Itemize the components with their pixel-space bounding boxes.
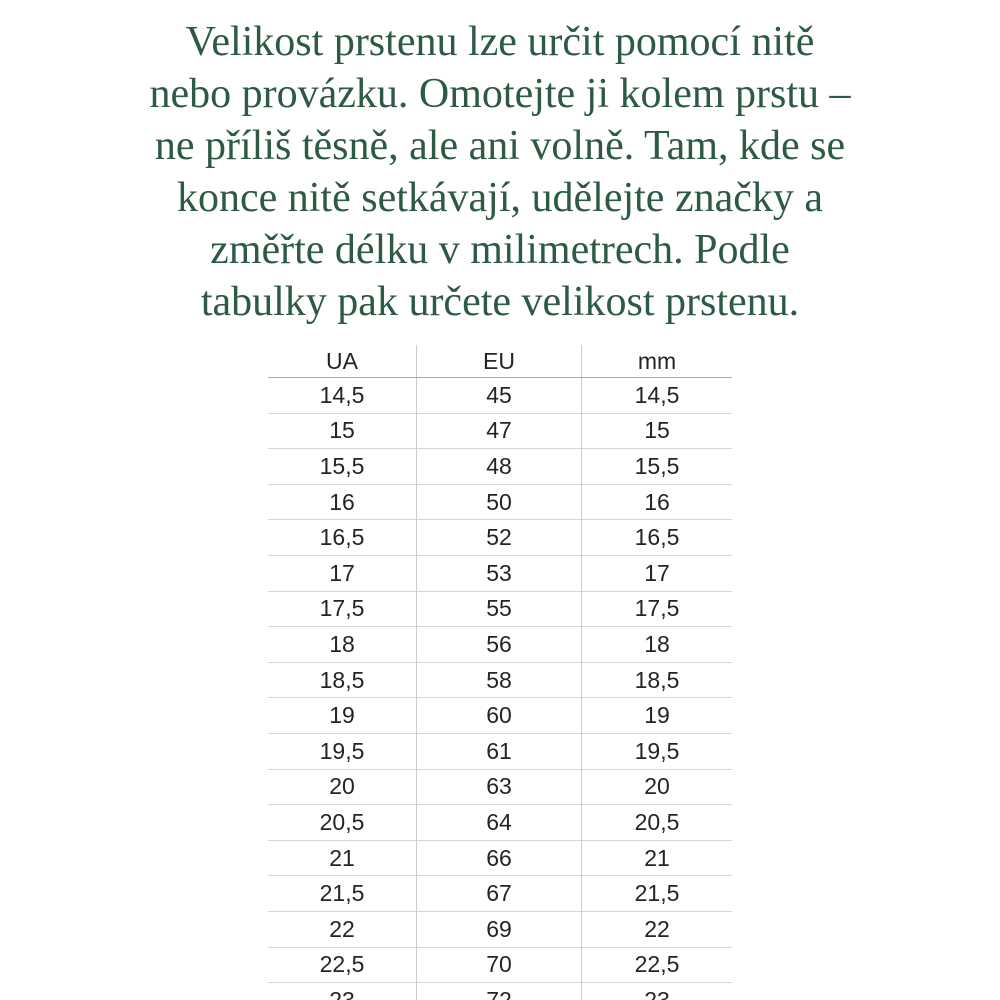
table-cell: 72 bbox=[416, 982, 582, 1000]
table-row: 15 47 15 bbox=[268, 412, 732, 449]
table-row: 17,5 55 17,5 bbox=[268, 590, 732, 627]
table-row: 18,5 58 18,5 bbox=[268, 661, 732, 698]
table-cell: 20 bbox=[581, 768, 732, 805]
table-cell: 18 bbox=[581, 626, 732, 663]
table-cell: 18,5 bbox=[581, 661, 732, 698]
table-cell: 45 bbox=[416, 377, 582, 414]
intro-line-4: konce nitě setkávají, udělejte značky a bbox=[176, 175, 824, 221]
table-cell: 21 bbox=[581, 839, 732, 876]
table-cell: 55 bbox=[416, 590, 582, 627]
column-header-eu: EU bbox=[416, 345, 582, 378]
intro-line-5: změřte délku v milimetrech. Podle bbox=[210, 227, 790, 273]
table-cell: 69 bbox=[416, 910, 582, 947]
table-cell: 21,5 bbox=[268, 875, 417, 912]
table-row: 20,5 64 20,5 bbox=[268, 804, 732, 841]
table-cell: 63 bbox=[416, 768, 582, 805]
table-cell: 19 bbox=[581, 697, 732, 734]
table-cell: 67 bbox=[416, 875, 582, 912]
table-cell: 16 bbox=[268, 483, 417, 520]
table-cell: 22,5 bbox=[581, 946, 732, 983]
table-cell: 20,5 bbox=[268, 804, 417, 841]
table-cell: 52 bbox=[416, 519, 582, 556]
table-cell: 18,5 bbox=[268, 661, 417, 698]
table-cell: 17 bbox=[581, 554, 732, 592]
table-cell: 21,5 bbox=[581, 875, 732, 912]
table-row: 17 53 17 bbox=[268, 554, 732, 592]
table-cell: 18 bbox=[268, 626, 417, 663]
table-cell: 20,5 bbox=[581, 804, 732, 841]
table-cell: 22,5 bbox=[268, 946, 417, 983]
intro-line-3: ne příliš těsně, ale ani volně. Tam, kde… bbox=[154, 123, 846, 169]
table-header-row: UA EU mm bbox=[268, 345, 732, 378]
table-cell: 17,5 bbox=[268, 590, 417, 627]
table-row: 18 56 18 bbox=[268, 626, 732, 663]
table-row: 23 72 23 bbox=[268, 982, 732, 1000]
table-cell: 14,5 bbox=[634, 381, 680, 408]
table-cell: 15,5 bbox=[581, 448, 732, 485]
table-cell: 16 bbox=[581, 483, 732, 520]
table-cell: 15,5 bbox=[268, 448, 417, 485]
table-cell: 47 bbox=[416, 412, 582, 449]
table-row: 20 63 20 bbox=[268, 768, 732, 805]
ring-size-table: UA EU mm 14,5 45 14,5 15 47 15 15,5 48 15,5 16 50 1… bbox=[268, 345, 732, 1000]
table-cell: 50 bbox=[416, 483, 582, 520]
table-body: 14,5 45 14,5 15 47 15 15,5 48 15,5 16 50 16 16,5 52 16… bbox=[268, 377, 732, 1000]
table-cell: 16,5 bbox=[268, 519, 417, 556]
table-cell: 21 bbox=[268, 839, 417, 876]
table-cell: 17,5 bbox=[581, 590, 732, 627]
table-cell: 15 bbox=[581, 412, 732, 449]
table-cell: 19 bbox=[268, 697, 417, 734]
table-row: 16,5 52 16,5 bbox=[268, 519, 732, 556]
table-cell: 70 bbox=[416, 946, 582, 983]
table-row: 22 69 22 bbox=[268, 910, 732, 947]
table-row: 21 66 21 bbox=[268, 839, 732, 876]
table-cell: 61 bbox=[416, 732, 582, 770]
table-row: 14,5 45 14,5 bbox=[268, 377, 732, 414]
table-cell: 66 bbox=[416, 839, 582, 876]
intro-text: Velikost prstenu lze určit pomocí nitě n… bbox=[0, 0, 1000, 328]
column-header-mm: mm bbox=[581, 345, 732, 378]
table-row: 21,5 67 21,5 bbox=[268, 875, 732, 912]
table-cell: 22 bbox=[268, 910, 417, 947]
table-cell: 56 bbox=[416, 626, 582, 663]
table-cell: 22 bbox=[581, 910, 732, 947]
intro-line-1: Velikost prstenu lze určit pomocí nitě bbox=[185, 19, 815, 65]
table-cell: 58 bbox=[416, 661, 582, 698]
intro-line-6: tabulky pak určete velikost prstenu. bbox=[200, 279, 800, 325]
table-row: 19,5 61 19,5 bbox=[268, 732, 732, 770]
table-cell: 23 bbox=[581, 982, 732, 1000]
table-cell: 60 bbox=[416, 697, 582, 734]
table-cell: 23 bbox=[268, 982, 417, 1000]
column-header-ua: UA bbox=[268, 345, 417, 378]
table-cell: 19,5 bbox=[268, 732, 417, 770]
table-row: 15,5 48 15,5 bbox=[268, 448, 732, 485]
table-row: 22,5 70 22,5 bbox=[268, 946, 732, 983]
table-cell: 19,5 bbox=[581, 732, 732, 770]
table-cell: 15 bbox=[268, 412, 417, 449]
table-cell: 17 bbox=[268, 554, 417, 592]
intro-line-2: nebo provázku. Omotejte ji kolem prstu – bbox=[149, 71, 851, 117]
table-cell: 20 bbox=[268, 768, 417, 805]
table-cell: 48 bbox=[416, 448, 582, 485]
table-cell: 64 bbox=[416, 804, 582, 841]
table-cell: 16,5 bbox=[581, 519, 732, 556]
table-row: 19 60 19 bbox=[268, 697, 732, 734]
table-cell: 14,5 bbox=[268, 377, 417, 414]
table-cell: 53 bbox=[416, 554, 582, 592]
table-row: 16 50 16 bbox=[268, 483, 732, 520]
